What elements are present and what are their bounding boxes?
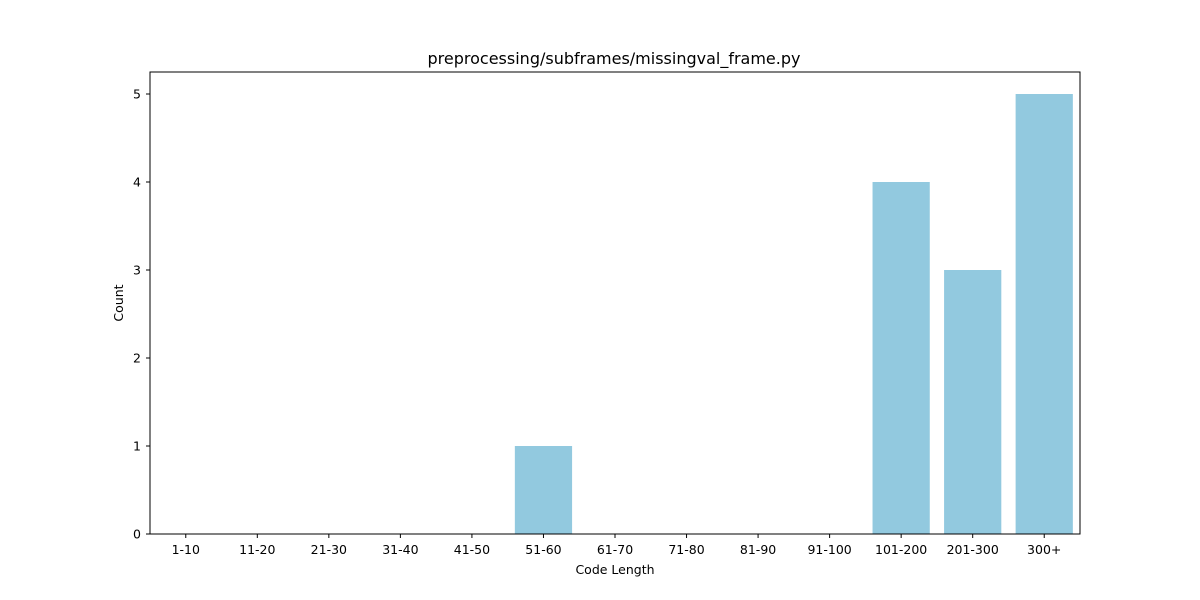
y-tick-label: 3 (133, 263, 141, 278)
bars-layer (514, 94, 1073, 534)
y-tick-label: 1 (133, 439, 141, 454)
y-tick-label: 0 (133, 527, 141, 542)
x-tick-label: 1-10 (172, 542, 200, 557)
y-tick-label: 4 (133, 175, 141, 190)
chart-title: preprocessing/subframes/missingval_frame… (428, 49, 801, 69)
bar-300+ (1015, 94, 1073, 534)
x-axis-label: Code Length (575, 562, 654, 577)
x-tick-label: 61-70 (597, 542, 633, 557)
x-tick-label: 51-60 (525, 542, 561, 557)
y-axis-label: Count (111, 284, 126, 321)
y-axis: 0 1 2 3 4 5 (133, 87, 150, 542)
y-tick-label: 2 (133, 351, 141, 366)
x-tick-label: 81-90 (740, 542, 776, 557)
x-tick-label: 201-300 (947, 542, 999, 557)
x-tick-label: 11-20 (239, 542, 275, 557)
x-tick-label: 31-40 (382, 542, 418, 557)
x-tick-label: 21-30 (311, 542, 347, 557)
y-tick-label: 5 (133, 87, 141, 102)
bar-51-60 (514, 446, 573, 534)
bar-201-300 (944, 270, 1002, 534)
x-axis: 1-10 11-20 21-30 31-40 41-50 51-60 61-70 71-80 8… (172, 534, 1061, 557)
x-tick-label: 71-80 (668, 542, 704, 557)
x-tick-label: 91-100 (807, 542, 851, 557)
x-tick-label: 300+ (1027, 542, 1061, 557)
plot-frame (149, 71, 1081, 535)
bar-101-200 (872, 182, 930, 534)
x-tick-label: 101-200 (875, 542, 927, 557)
x-tick-label: 41-50 (454, 542, 490, 557)
